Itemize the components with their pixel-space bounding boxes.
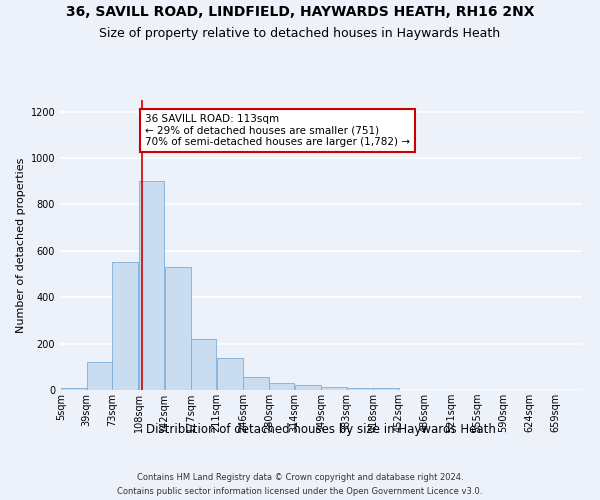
- Text: 36 SAVILL ROAD: 113sqm
← 29% of detached houses are smaller (751)
70% of semi-de: 36 SAVILL ROAD: 113sqm ← 29% of detached…: [145, 114, 410, 147]
- Bar: [217, 358, 243, 390]
- Bar: [86, 362, 112, 390]
- Bar: [295, 386, 321, 390]
- Text: 36, SAVILL ROAD, LINDFIELD, HAYWARDS HEATH, RH16 2NX: 36, SAVILL ROAD, LINDFIELD, HAYWARDS HEA…: [66, 5, 534, 19]
- Bar: [243, 377, 269, 390]
- Text: Distribution of detached houses by size in Haywards Heath: Distribution of detached houses by size …: [146, 422, 496, 436]
- Bar: [191, 339, 217, 390]
- Bar: [139, 181, 164, 390]
- Bar: [112, 262, 139, 390]
- Bar: [373, 388, 399, 390]
- Bar: [164, 267, 191, 390]
- Text: Contains public sector information licensed under the Open Government Licence v3: Contains public sector information licen…: [118, 488, 482, 496]
- Text: Contains HM Land Registry data © Crown copyright and database right 2024.: Contains HM Land Registry data © Crown c…: [137, 472, 463, 482]
- Bar: [269, 383, 295, 390]
- Bar: [347, 388, 373, 390]
- Bar: [321, 386, 347, 390]
- Y-axis label: Number of detached properties: Number of detached properties: [16, 158, 26, 332]
- Text: Size of property relative to detached houses in Haywards Heath: Size of property relative to detached ho…: [100, 28, 500, 40]
- Bar: [61, 388, 86, 390]
